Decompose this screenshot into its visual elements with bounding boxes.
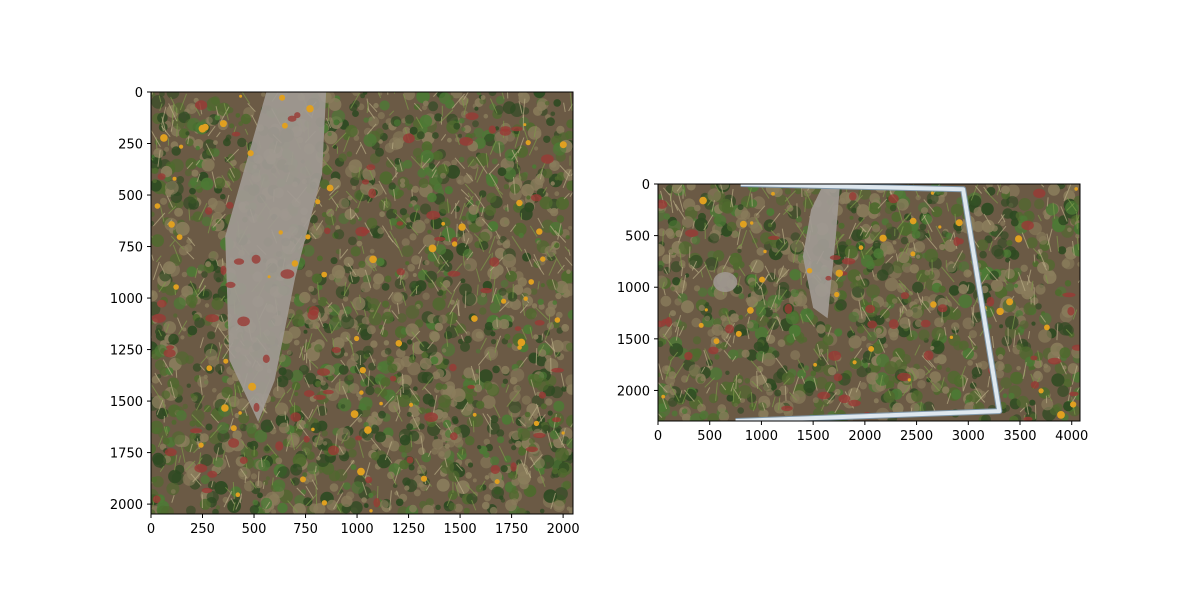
right-image-axes: 0 500 1000 1500 2000 2500 3000 3500 4000 0 500 100… bbox=[617, 178, 1088, 444]
x-tick-label: 2000 bbox=[848, 429, 881, 444]
x-tick-label: 500 bbox=[242, 522, 267, 537]
x-tick-label: 4000 bbox=[1055, 429, 1088, 444]
rock-outcrop bbox=[225, 92, 327, 422]
y-tick-label: 1500 bbox=[617, 333, 650, 348]
x-tick-label: 0 bbox=[147, 522, 155, 537]
x-tick-label: 1000 bbox=[341, 522, 374, 537]
y-tick-label: 1250 bbox=[110, 344, 143, 359]
y-tick-label: 500 bbox=[625, 230, 650, 245]
y-tick-label: 0 bbox=[135, 86, 143, 101]
x-tick-label: 0 bbox=[654, 429, 662, 444]
y-tick-label: 1500 bbox=[110, 395, 143, 410]
y-tick-label: 500 bbox=[118, 189, 143, 204]
left-image-axes: 0 250 500 750 1000 1250 1500 1750 2000 0 250 500 75… bbox=[110, 86, 580, 537]
y-tick-label: 2000 bbox=[110, 498, 143, 513]
x-tick-label: 3000 bbox=[952, 429, 985, 444]
x-tick-label: 250 bbox=[190, 522, 215, 537]
pvc-quadrat-frame bbox=[735, 184, 1003, 421]
right-y-ticks: 0 500 1000 1500 2000 bbox=[617, 178, 658, 399]
x-tick-label: 500 bbox=[697, 429, 722, 444]
x-tick-label: 1000 bbox=[745, 429, 778, 444]
right-quadrat-photo bbox=[658, 184, 1080, 421]
x-tick-label: 1750 bbox=[495, 522, 528, 537]
x-tick-label: 1500 bbox=[444, 522, 477, 537]
y-tick-label: 250 bbox=[118, 138, 143, 153]
x-tick-label: 1500 bbox=[797, 429, 830, 444]
x-tick-label: 2500 bbox=[900, 429, 933, 444]
right-axes-frame bbox=[657, 183, 1081, 422]
right-x-ticks: 0 500 1000 1500 2000 2500 3000 3500 4000 bbox=[654, 421, 1088, 444]
left-vegetation-photo bbox=[151, 92, 573, 514]
y-tick-label: 1000 bbox=[617, 281, 650, 296]
x-tick-label: 3500 bbox=[1003, 429, 1036, 444]
x-tick-label: 2000 bbox=[547, 522, 580, 537]
left-x-ticks: 0 250 500 750 1000 1250 1500 1750 2000 bbox=[147, 514, 580, 537]
y-tick-label: 1000 bbox=[110, 292, 143, 307]
left-axes-frame bbox=[150, 91, 574, 515]
y-tick-label: 2000 bbox=[617, 384, 650, 399]
y-tick-label: 750 bbox=[118, 241, 143, 256]
x-tick-label: 1250 bbox=[392, 522, 425, 537]
y-tick-label: 1750 bbox=[110, 447, 143, 462]
x-tick-label: 750 bbox=[293, 522, 318, 537]
left-y-ticks: 0 250 500 750 1000 1250 1500 1750 2000 bbox=[110, 86, 151, 513]
y-tick-label: 0 bbox=[642, 178, 650, 193]
rock-outcrop bbox=[713, 184, 841, 319]
flowers-and-red-leaves bbox=[151, 94, 567, 513]
